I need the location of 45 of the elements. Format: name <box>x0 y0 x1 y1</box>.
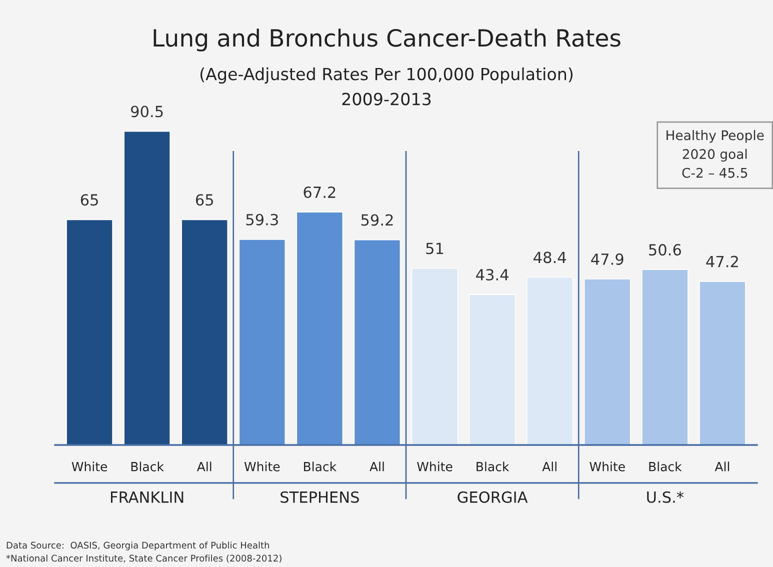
source-note: Data Source: OASIS, Georgia Department of Public Health <box>6 542 269 550</box>
data-label: 48.4 <box>534 252 566 264</box>
data-label: 67.2 <box>304 186 336 198</box>
x-tick-label: Black <box>649 462 682 472</box>
bar <box>66 219 113 445</box>
data-label: 59.2 <box>361 214 393 226</box>
bar <box>296 212 344 445</box>
x-tick-label: White <box>417 462 452 472</box>
x-tick-label: All <box>196 462 212 472</box>
bar <box>238 239 286 445</box>
chart-title: Lung and Bronchus Cancer-Death Rates <box>154 28 620 52</box>
x-tick-label: White <box>72 462 108 472</box>
bar <box>642 269 688 445</box>
data-label: 65 <box>80 194 98 206</box>
bar <box>124 130 170 445</box>
text: FRANKLIN <box>110 492 184 503</box>
annotation: Healthy People 2020 goal C-2 – 45.5 <box>666 130 764 178</box>
data-label: 50.6 <box>649 244 681 256</box>
text: STEPHENS <box>280 491 359 503</box>
data-label: 47.2 <box>706 256 738 268</box>
chart-subtitle: (Age-Adjusted Rates Per 100,000 Population) 2009-2013 <box>200 67 573 106</box>
text: *National Cancer Institute, State Cancer Profiles (2008-2012) <box>6 554 282 563</box>
data-label: 59.3 <box>246 214 278 226</box>
bar <box>468 294 516 445</box>
x-tick-label: Black <box>476 462 510 472</box>
bar <box>411 268 458 445</box>
x-tick-label: All <box>542 462 556 472</box>
x-tick-label: Black <box>131 462 164 472</box>
bar <box>526 276 574 445</box>
data-label: 47.9 <box>591 253 624 265</box>
data-label: 65 <box>196 194 213 206</box>
x-tick-label: All <box>714 462 730 472</box>
x-tick-label: All <box>370 462 384 472</box>
x-tick-label: White <box>244 462 280 472</box>
bar <box>354 239 401 445</box>
x-tick-label: Black <box>304 462 337 472</box>
text: U.S.* <box>647 491 684 503</box>
x-tick-label: White <box>590 462 625 472</box>
bar <box>181 219 228 445</box>
data-label: 90.5 <box>131 106 163 118</box>
bar <box>584 278 631 445</box>
bar <box>699 281 746 445</box>
text: GEORGIA <box>458 491 528 503</box>
data-label: 43.4 <box>476 268 508 281</box>
data-label: 51 <box>426 242 444 254</box>
